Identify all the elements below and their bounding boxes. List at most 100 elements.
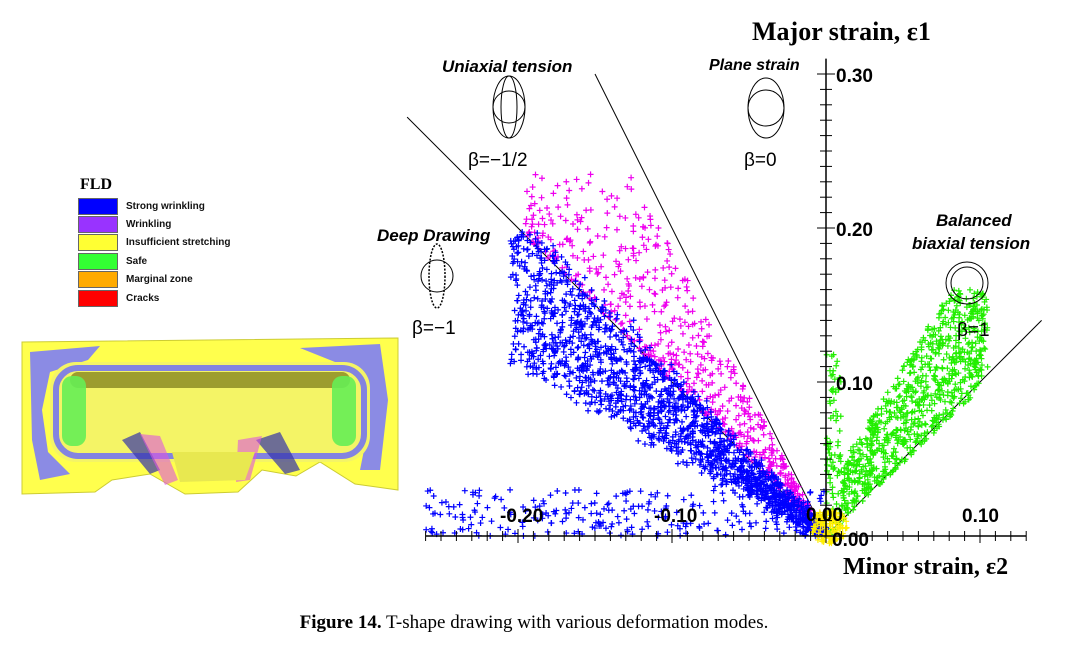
data-point <box>782 472 789 479</box>
data-point <box>831 464 838 471</box>
data-point <box>691 320 698 327</box>
data-point <box>940 318 947 325</box>
data-point <box>714 527 721 534</box>
data-point <box>474 500 481 507</box>
data-point <box>630 223 637 230</box>
data-point <box>959 318 966 325</box>
data-point <box>526 284 533 291</box>
data-point <box>923 353 930 360</box>
data-point <box>620 415 627 422</box>
data-point <box>656 429 663 436</box>
data-point <box>599 188 606 195</box>
data-point <box>774 447 781 454</box>
data-point <box>725 358 732 365</box>
data-point <box>588 286 595 293</box>
data-point <box>766 465 773 472</box>
data-point <box>655 340 662 347</box>
data-point <box>707 408 714 415</box>
data-point <box>632 274 639 281</box>
data-point <box>856 475 863 482</box>
data-point <box>922 378 929 385</box>
data-point <box>965 396 972 403</box>
data-point <box>843 465 850 472</box>
data-point <box>722 414 729 421</box>
data-point <box>827 475 834 482</box>
data-point <box>683 380 690 387</box>
data-point <box>541 375 548 382</box>
data-point <box>635 437 642 444</box>
data-point <box>562 373 569 380</box>
data-point <box>912 389 919 396</box>
data-point <box>704 444 711 451</box>
data-point <box>697 361 704 368</box>
data-point <box>891 410 898 417</box>
data-point <box>635 375 642 382</box>
data-point <box>972 364 979 371</box>
data-point <box>833 501 840 508</box>
data-point <box>510 246 517 253</box>
part-image <box>21 337 399 495</box>
data-point <box>597 344 604 351</box>
data-point <box>788 471 795 478</box>
data-point <box>570 333 577 340</box>
data-point <box>510 340 517 347</box>
legend-item: Strong wrinkling <box>78 197 248 215</box>
data-point <box>916 418 923 425</box>
data-point <box>562 308 569 315</box>
data-point <box>746 510 753 517</box>
data-point <box>515 340 522 347</box>
data-point <box>567 334 574 341</box>
data-point <box>841 497 848 504</box>
data-point <box>654 233 661 240</box>
data-point <box>919 412 926 419</box>
data-point <box>785 471 792 478</box>
data-point <box>626 303 633 310</box>
data-point <box>605 281 612 288</box>
data-point <box>632 422 639 429</box>
data-point <box>655 435 662 442</box>
data-point <box>828 387 835 394</box>
data-point <box>861 473 868 480</box>
data-point <box>766 445 773 452</box>
data-point <box>913 438 920 445</box>
data-point <box>719 403 726 410</box>
data-point <box>747 416 754 423</box>
data-point <box>974 309 981 316</box>
data-point <box>841 477 848 484</box>
data-point <box>901 362 908 369</box>
data-point <box>630 317 637 324</box>
data-point <box>563 515 570 522</box>
data-point <box>603 274 610 281</box>
data-point <box>968 373 975 380</box>
data-point <box>543 278 550 285</box>
data-point <box>550 242 557 249</box>
data-point <box>661 385 668 392</box>
data-point <box>864 476 871 483</box>
data-point <box>882 463 889 470</box>
data-point <box>613 226 620 233</box>
data-point <box>698 470 705 477</box>
data-point <box>569 500 576 507</box>
data-point <box>515 292 522 299</box>
legend-swatch <box>78 216 118 234</box>
uniaxial-tension-line <box>594 73 827 537</box>
data-point <box>980 311 987 318</box>
data-point <box>967 315 974 322</box>
data-point <box>827 439 834 446</box>
data-point <box>569 252 576 259</box>
data-point <box>607 333 614 340</box>
data-point <box>573 176 580 183</box>
data-point <box>467 514 474 521</box>
data-point <box>835 384 842 391</box>
data-point <box>974 334 981 341</box>
data-point <box>633 257 640 264</box>
data-point <box>535 221 542 228</box>
legend-item: Marginal zone <box>78 271 248 289</box>
data-point <box>518 351 525 358</box>
data-point <box>882 472 889 479</box>
data-point <box>673 448 680 455</box>
data-point <box>558 383 565 390</box>
data-point <box>617 378 624 385</box>
data-point <box>978 334 985 341</box>
data-point <box>978 291 985 298</box>
